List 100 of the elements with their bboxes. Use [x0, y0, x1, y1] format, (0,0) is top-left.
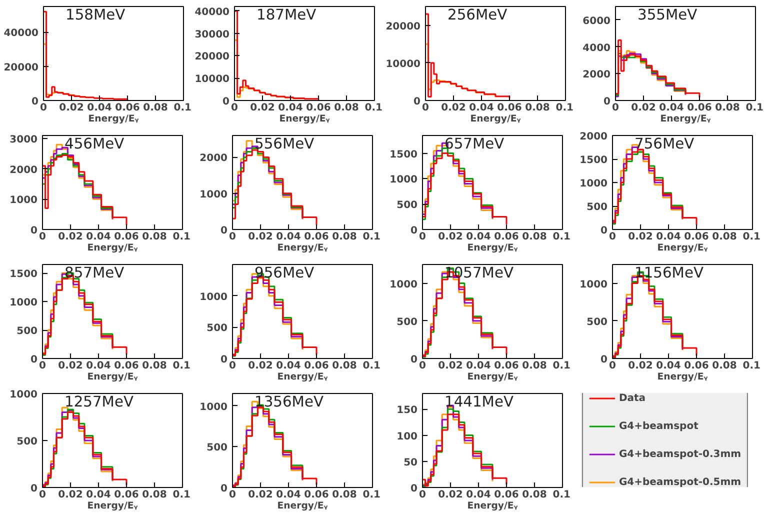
- x-tick-label: 0.08: [334, 102, 359, 114]
- y-tick-label: 150: [396, 405, 418, 416]
- y-tick-label: 20000: [194, 52, 230, 63]
- y-tick-label: 50: [404, 457, 418, 468]
- y-tick-label: 6000: [582, 16, 611, 27]
- x-tick-label: 0.1: [172, 490, 191, 500]
- x-tick-label: 0.06: [115, 102, 140, 114]
- x-tick-label: 0.02: [438, 490, 463, 500]
- x-tick-label: 0.08: [712, 232, 737, 242]
- y-tick-label: 4000: [582, 42, 611, 54]
- x-tick-label: 0.08: [522, 490, 547, 500]
- x-tick-label: 0: [39, 360, 46, 372]
- x-tick-label: 0.02: [438, 360, 463, 372]
- x-tick-label: 0.04: [466, 490, 491, 500]
- legend-label: G4+beamspot-0.5mm: [618, 476, 742, 488]
- x-tick-label: 0.06: [306, 102, 331, 114]
- x-tick-label: 0.04: [86, 490, 111, 500]
- x-tick-label: 0.02: [59, 102, 84, 114]
- y-tick-label: 1000: [10, 298, 38, 309]
- x-tick-label: 0.06: [494, 490, 519, 500]
- x-tick-label: 0.02: [628, 232, 653, 242]
- y-tick-label: 3000: [10, 134, 38, 146]
- x-tick-label: 0.04: [466, 360, 491, 372]
- x-tick-label: 0.1: [746, 102, 764, 114]
- chart-title: 1257MeV: [64, 394, 134, 410]
- chart-title: 1441MeV: [444, 394, 514, 410]
- y-tick-label: 1000: [580, 279, 608, 290]
- y-tick-label: 30000: [194, 29, 230, 40]
- chart-title: 256MeV: [448, 6, 508, 24]
- y-tick-label: 500: [16, 326, 38, 338]
- x-tick-label: 0: [39, 490, 46, 500]
- x-tick-label: 0.1: [742, 232, 761, 242]
- y-tick-label: 1000: [580, 178, 608, 190]
- x-tick-label: 0.04: [659, 102, 684, 114]
- x-tick-label: 0.04: [86, 360, 111, 372]
- y-tick-label: 500: [206, 323, 228, 334]
- y-tick-label: 500: [206, 442, 228, 454]
- x-tick-label: 0.1: [742, 360, 761, 372]
- y-tick-label: 10000: [386, 58, 421, 70]
- y-tick-label: 100: [396, 431, 418, 442]
- chart-title: 956MeV: [254, 264, 314, 282]
- x-axis-title: Energy/Eᵧ: [279, 114, 330, 124]
- x-axis-title: Energy/Eᵧ: [657, 372, 708, 382]
- y-tick-label: 1000: [200, 292, 228, 303]
- x-axis-title: Energy/Eᵧ: [277, 242, 328, 254]
- x-axis-title: Energy/Eᵧ: [470, 114, 521, 124]
- chart-title: 158MeV: [66, 6, 126, 24]
- x-tick-label: 0.02: [58, 360, 83, 372]
- y-tick-label: 10000: [194, 74, 230, 86]
- y-tick-label: 1000: [10, 195, 38, 206]
- x-tick-label: 0.08: [525, 102, 550, 114]
- x-axis-title: Energy/Eᵧ: [467, 372, 518, 382]
- x-tick-label: 0.02: [58, 490, 83, 500]
- x-tick-label: 0.1: [174, 102, 192, 114]
- x-tick-label: 0.08: [715, 102, 740, 114]
- x-tick-label: 0.1: [172, 360, 191, 372]
- x-tick-label: 0.08: [332, 490, 357, 500]
- x-tick-label: 0.1: [362, 360, 381, 372]
- x-tick-label: 0.02: [438, 232, 463, 242]
- x-tick-label: 0.04: [469, 102, 494, 114]
- x-tick-label: 0.04: [656, 232, 681, 242]
- chart-title: 556MeV: [254, 136, 314, 152]
- x-axis-title: Energy/Eᵧ: [277, 372, 328, 382]
- x-tick-label: 0.1: [172, 232, 191, 242]
- y-tick-label: 40000: [194, 6, 230, 18]
- y-tick-label: 1500: [390, 149, 418, 160]
- y-tick-label: 500: [396, 200, 418, 212]
- y-tick-label: 1000: [10, 390, 38, 400]
- chart-title: 857MeV: [64, 264, 124, 282]
- x-tick-label: 0.02: [248, 232, 273, 242]
- x-tick-label: 0.02: [58, 232, 83, 242]
- chart-title: 355MeV: [638, 6, 698, 24]
- chart-title: 456MeV: [64, 136, 124, 152]
- x-tick-label: 0.06: [304, 490, 329, 500]
- x-tick-label: 0.04: [278, 102, 303, 114]
- y-tick-label: 40000: [4, 28, 39, 40]
- x-tick-label: 0.06: [304, 232, 329, 242]
- x-tick-label: 0.04: [276, 360, 301, 372]
- x-tick-label: 0: [231, 102, 238, 114]
- x-tick-label: 0: [612, 102, 620, 114]
- y-tick-label: 2000: [582, 70, 611, 81]
- x-tick-label: 0.08: [142, 490, 167, 500]
- x-tick-label: 0.06: [687, 102, 712, 114]
- x-tick-label: 0.06: [114, 232, 139, 242]
- x-tick-label: 0.04: [86, 232, 111, 242]
- chart-title: 756MeV: [634, 136, 694, 152]
- x-tick-label: 0.04: [276, 490, 301, 500]
- chart-title: 187MeV: [256, 6, 316, 24]
- x-axis-title: Energy/Eᵧ: [277, 500, 328, 512]
- x-tick-label: 0.04: [656, 360, 681, 372]
- x-tick-label: 0.08: [332, 232, 357, 242]
- x-tick-label: 0.08: [522, 360, 547, 372]
- y-tick-label: 500: [586, 316, 608, 328]
- x-tick-label: 0.1: [364, 102, 383, 114]
- x-tick-label: 0.08: [712, 360, 737, 372]
- x-tick-label: 0.06: [497, 102, 522, 114]
- x-tick-label: 0.1: [552, 232, 571, 242]
- x-axis-title: Energy/Eᵧ: [87, 242, 138, 254]
- x-tick-label: 0: [40, 102, 48, 114]
- y-tick-label: 2000: [580, 132, 608, 142]
